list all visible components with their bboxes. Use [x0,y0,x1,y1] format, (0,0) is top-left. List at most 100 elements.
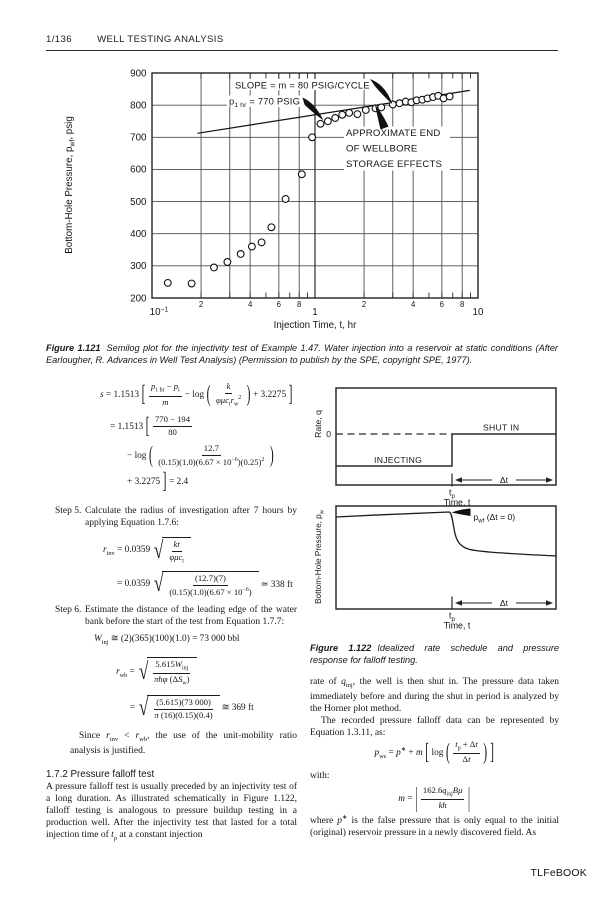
running-title: WELL TESTING ANALYSIS [97,34,224,45]
data-point [297,170,306,179]
data-point [257,238,266,247]
x-tick-label: 10 [473,307,484,318]
x-tick-label: 2 [362,300,366,309]
equation-m: m = | 162.6qinjBμ kh | [398,784,471,813]
y-tick-label: 800 [130,100,147,111]
plot-border [151,72,479,299]
figure-1121-caption: Figure 1.121 Semilog plot for the injecti… [46,343,558,366]
storage-annotation-line: STORAGE EFFECTS [346,159,442,170]
data-point [247,242,256,251]
injecting-label: INJECTING [374,455,422,465]
data-point [223,258,232,266]
p1hr-label-bg [227,95,305,107]
storage-annotation-line: APPROXIMATE END [346,128,441,139]
x-tick-label: 8 [297,300,301,309]
injection-rate-step [336,434,453,467]
dt-label: Δt [500,598,509,608]
x-tick-label: 4 [411,300,416,309]
equation-skin-line4: + 3.2275] = 2.4 [127,469,189,495]
data-point [331,114,340,122]
pwf-pointer-wedge [451,508,471,516]
step-6-text: Estimate the distance of the leading edg… [85,605,297,627]
footer-watermark: TLFeBOOK [530,867,587,879]
step-5-text: Calculate the radius of investigation af… [85,506,297,528]
step-6-label: Step 6. [55,605,82,615]
equation-pws: pws = p∗ + m[log(tp + Δt Δt)] [374,739,494,766]
y-axis-title: Bottom-Hole Pressure, pwf, psig [64,116,76,254]
slope-annotation: SLOPE = m = 80 PSIG/CYCLE [235,80,370,91]
page-number: 1/136 [46,34,73,45]
equation-pws-wrap: pws = p∗ + m[log(tp + Δt Δt)] [310,739,559,766]
pressure-response-diagram: pwf (Δt = 0) Bottom-Hole Pressure, pw Δt tp… [314,505,557,631]
data-point [267,223,276,232]
pressure-axis-label: Bottom-Hole Pressure, pw [314,509,325,604]
x-axis-title: Injection Time, t, hr [274,320,357,331]
data-point [163,278,172,287]
dt-arrowhead-left [455,600,462,606]
y-tick-label: 700 [130,133,147,144]
x-tick-label: 6 [277,300,281,309]
equation-radius-investigation: rinv = 0.0359 √ kt φμct [102,537,192,565]
equation-skin-line1: s = 1.1513[p1 hr − pi m − log(k φμctrw2) + 3… [100,381,293,408]
slope-pointer-wedge [370,79,393,105]
x-tick-label: 6 [440,300,444,309]
slope-label-bg [233,79,374,90]
data-point [338,110,347,119]
step-5-label: Step 5. [55,506,82,516]
dt-arrowhead-right [546,600,553,606]
data-point [316,119,325,128]
chart-data-points [163,91,454,288]
data-point [353,110,362,119]
pwf-annotation: pwf (Δt = 0) [474,512,516,524]
figure-1122-caption-label: Figure 1.122 [310,643,372,653]
data-point [210,263,218,272]
step-5: Step 5. Calculate the radius of investig… [55,506,297,530]
falloff-paragraph-1: rate of qinj, the well is then shut in. … [310,677,559,714]
figure-1122-caption-text: Idealized rate schedule and pressure res… [310,643,559,665]
figure-1121-caption-label: Figure 1.121 [46,343,101,353]
equation-water-bank-radius: rwb = √ 5.615Winj πhφ (ΔSw) [115,657,198,688]
data-point [445,92,454,101]
equation-radius-investigation-value: = 0.0359 √ (12.7)(7) (0.15)(1.0)(6.67 × 10−… [117,571,293,598]
equation-skin-factor: s = 1.1513[p1 hr − pi m − log(k φμctrw2) + 3… [99,381,294,495]
falloff-paragraph-2: The recorded pressure falloff data can b… [310,715,559,738]
dt-label: Δt [500,475,509,485]
pressure-curve [335,511,557,557]
y-tick-label: 600 [130,165,147,176]
equation-m-wrap: m = | 162.6qinjBμ kh | [310,784,559,813]
dt-arrowhead-left [455,477,462,483]
storage-pointer-wedge [375,104,389,130]
y-tick-label: 400 [130,229,147,240]
step-6: Step 6. Estimate the distance of the lea… [55,605,297,629]
with-label: with: [310,771,330,781]
y-tick-label: 200 [130,293,147,304]
data-point [377,103,386,112]
rate-plot-border [335,387,557,486]
storage-annotation-line: OF WELLBORE [346,143,418,154]
pressure-plot-border [335,505,557,610]
storage-label-bg [344,126,450,171]
data-point [281,195,290,203]
semilog-chart: 200 300 400 500 600 700 800 900 10−1 2 4 6 8 1 2 4 6 8 10 I… [64,68,484,331]
y-tick-label: 900 [130,68,147,79]
x-tick-label: 4 [248,300,253,309]
data-point [323,117,332,126]
data-point [361,106,370,114]
x-tick-label: 8 [460,300,464,309]
data-point [236,250,245,258]
page-header: 1/136 WELL TESTING ANALYSIS [46,34,558,51]
rate-axis-label: Rate, q [313,410,323,438]
falloff-paragraphs: rate of qinj, the well is then shut in. … [310,677,559,739]
section-172-paragraph: A pressure falloff test is usually prece… [46,782,297,842]
time-axis-label: Time, t [444,621,471,631]
p1hr-annotation: p1 hr = 770 PSIG [229,96,300,109]
shut-in-label: SHUT IN [483,423,519,433]
equation-skin-line3: − log(12.7 (0.15)(1.0)(6.67 × 10−6)(0.25)… [127,443,274,469]
section-heading-172: 1.7.2 Pressure falloff test [46,769,155,780]
chart-gridlines [152,73,478,298]
dt-arrowhead-right [546,477,553,483]
x-tick-label: 2 [199,300,203,309]
